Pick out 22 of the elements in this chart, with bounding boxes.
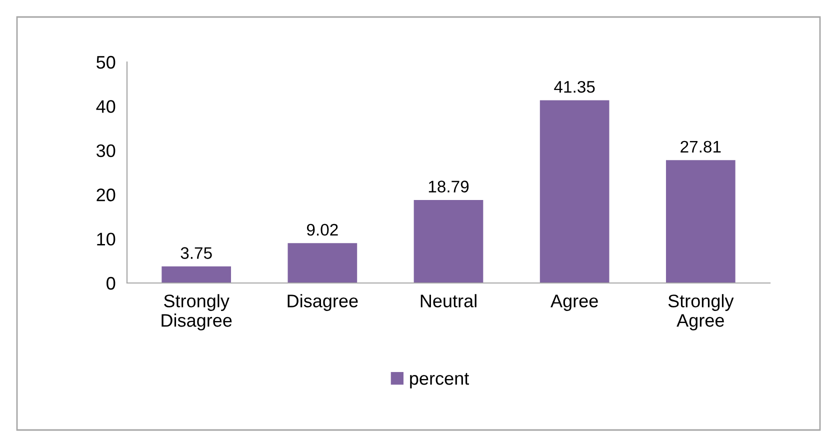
x-tick-label: Agree <box>550 294 598 311</box>
bar <box>414 200 484 283</box>
data-label: 3.75 <box>180 247 212 259</box>
x-tick-label: Strongly Disagree <box>162 294 232 330</box>
data-label: 27.81 <box>680 140 721 153</box>
bar <box>288 243 358 283</box>
data-label: 41.35 <box>554 80 595 93</box>
legend-label: percent <box>410 372 470 388</box>
y-tick-label: 40 <box>96 100 116 113</box>
x-tick-label: Neutral <box>420 294 476 308</box>
bar <box>666 160 736 283</box>
x-tick-label: Strongly Agree <box>668 294 734 330</box>
y-tick-label: 50 <box>96 56 116 69</box>
data-label: 9.02 <box>306 224 338 236</box>
y-tick-label: 0 <box>106 276 116 290</box>
data-label: 18.79 <box>428 180 469 192</box>
y-tick-label: 10 <box>97 232 116 246</box>
y-tick-label: 30 <box>96 144 116 158</box>
x-tick-label: Disagree <box>288 294 358 311</box>
bar <box>162 266 232 283</box>
bar <box>540 100 610 283</box>
y-tick-label: 20 <box>96 188 116 202</box>
